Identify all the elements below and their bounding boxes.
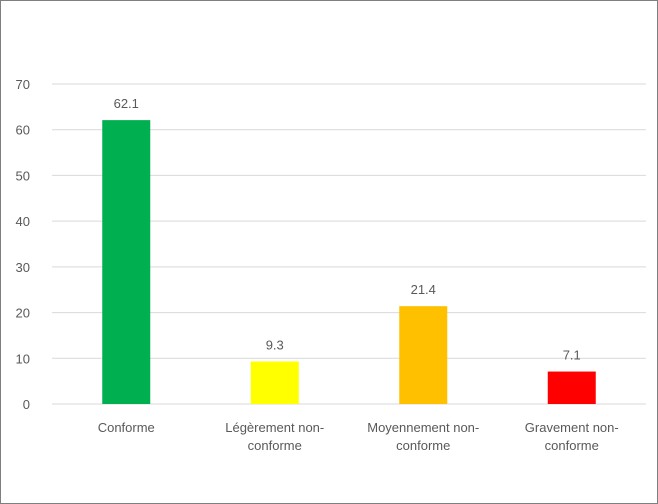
y-tick-label: 50 [16, 168, 30, 183]
y-tick-label: 60 [16, 123, 30, 138]
y-tick-label: 70 [16, 77, 30, 92]
x-tick-label: Moyennement non- [367, 420, 479, 435]
y-tick-label: 40 [16, 214, 30, 229]
x-tick-label: conforme [545, 438, 599, 453]
y-tick-label: 20 [16, 306, 30, 321]
bar [547, 371, 596, 404]
bar [250, 361, 299, 404]
x-tick-label: Conforme [98, 420, 155, 435]
data-label: 21.4 [411, 282, 436, 297]
y-tick-label: 10 [16, 351, 30, 366]
data-label: 7.1 [563, 348, 581, 363]
x-tick-label: conforme [396, 438, 450, 453]
bar [399, 306, 448, 404]
data-label: 9.3 [266, 337, 284, 352]
x-tick-label: conforme [248, 438, 302, 453]
bar [102, 120, 151, 404]
y-tick-label: 30 [16, 260, 30, 275]
data-label: 62.1 [114, 96, 139, 111]
x-tick-label: Légèrement non- [225, 420, 324, 435]
x-tick-label: Gravement non- [525, 420, 619, 435]
y-tick-label: 0 [23, 397, 30, 412]
